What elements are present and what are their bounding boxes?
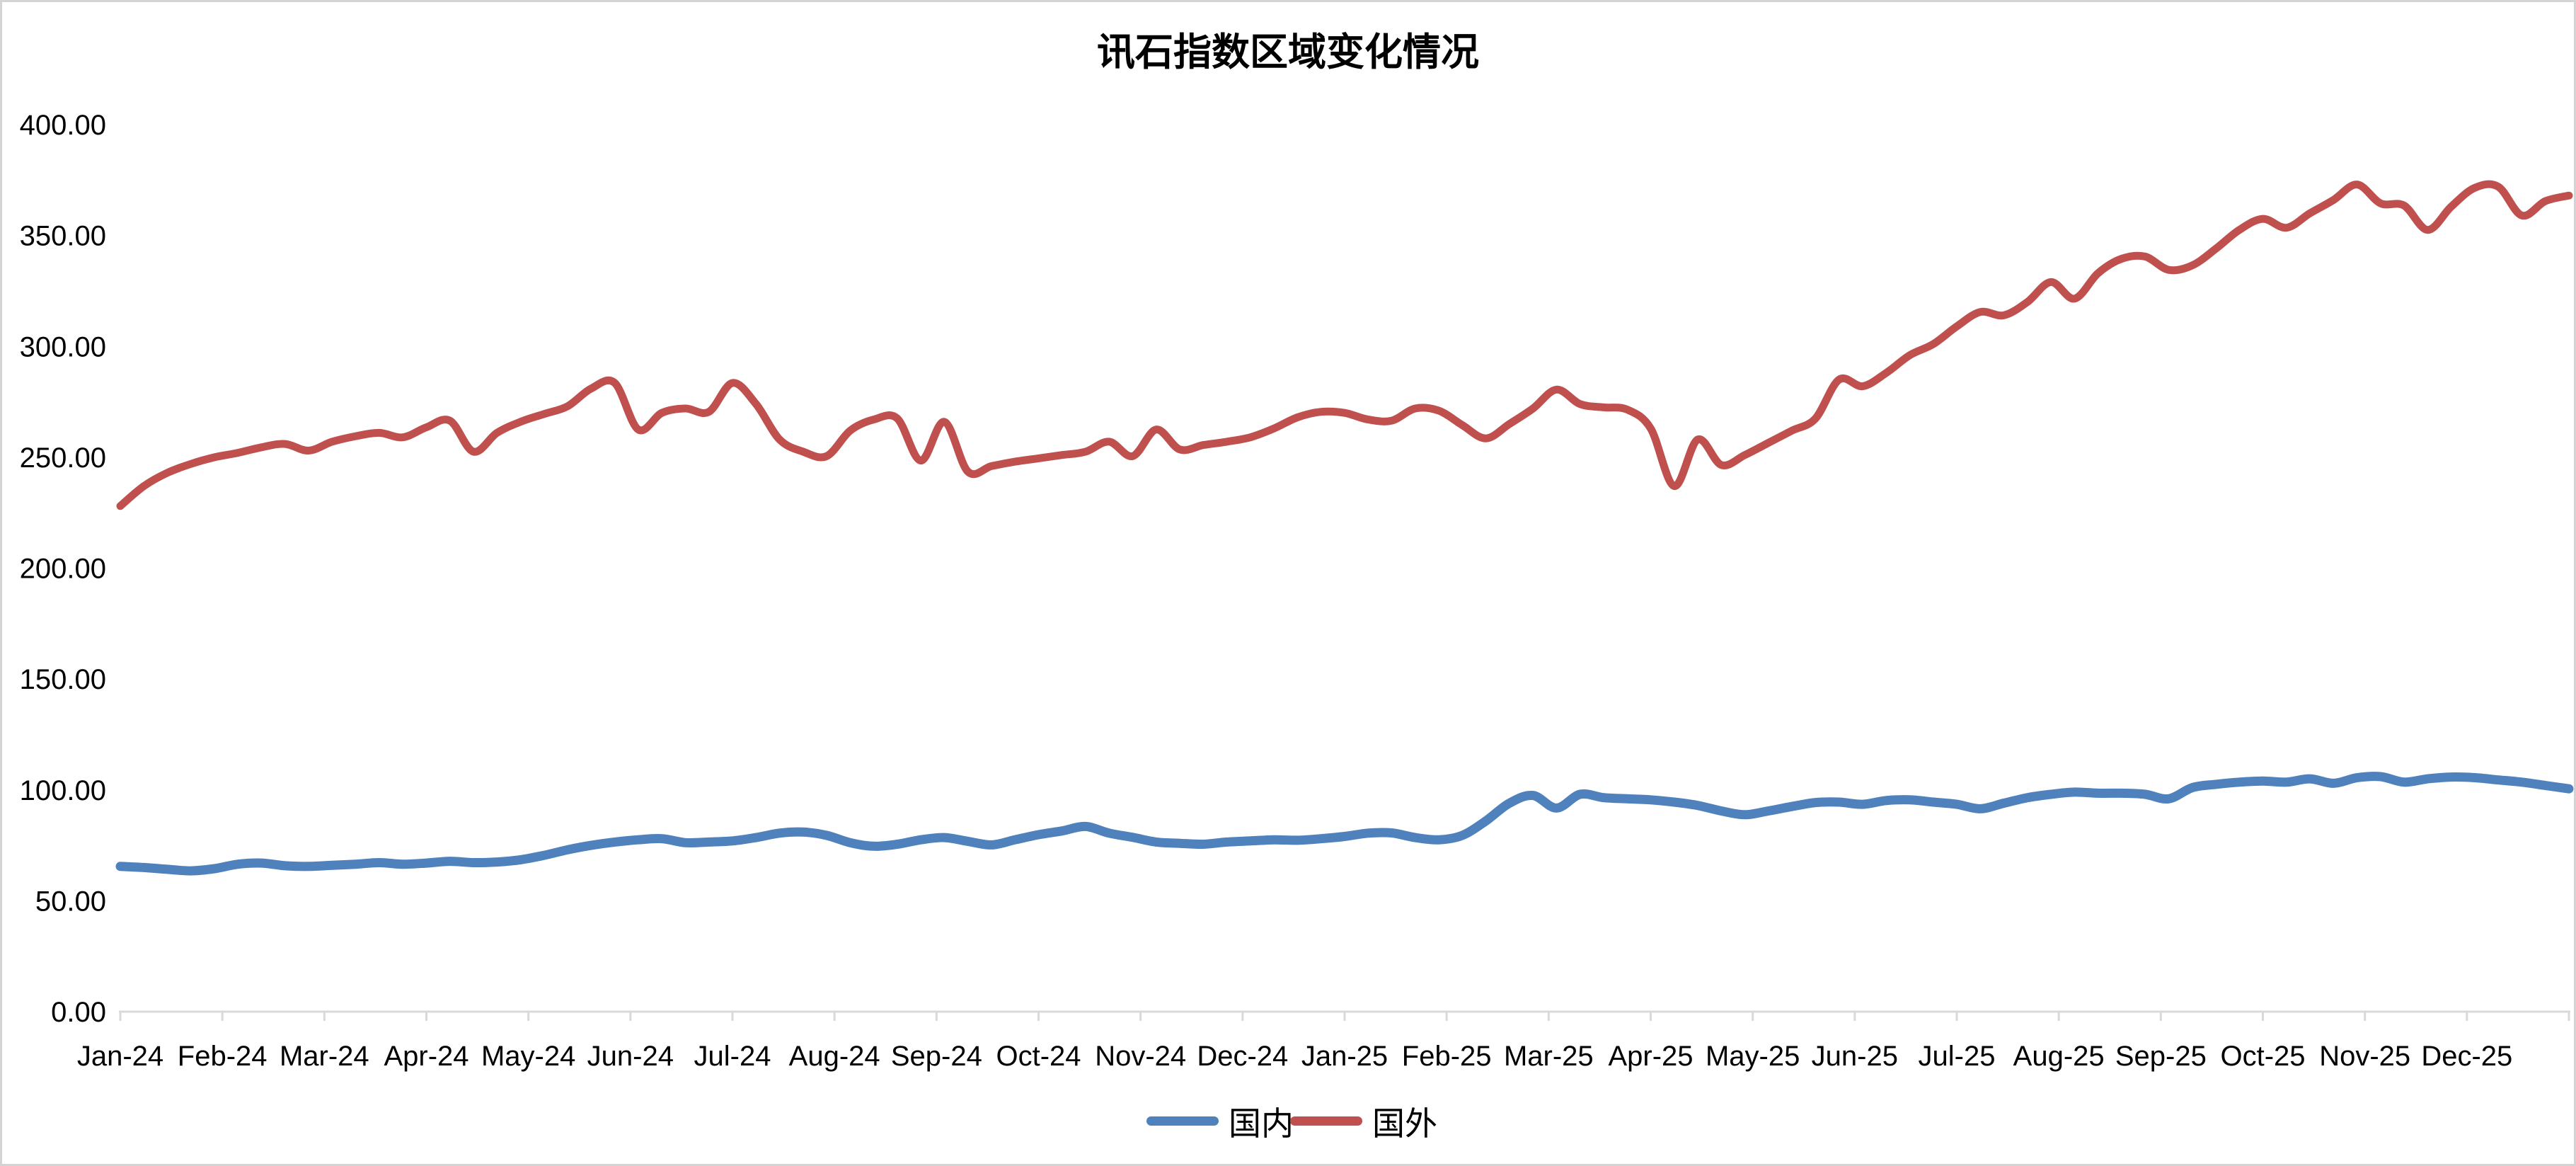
y-axis-labels: 400.00 350.00 300.00 250.00 200.00 150.00 100.… — [20, 110, 106, 1028]
legend-domestic-label: 国内 — [1229, 1104, 1294, 1143]
x-axis-label: Aug-25 — [2013, 1041, 2105, 1072]
x-axis-label: Oct-24 — [996, 1041, 1081, 1072]
x-axis-label: Jun-24 — [587, 1041, 674, 1072]
x-axis-label: Apr-24 — [384, 1041, 468, 1072]
x-axis-label: Jun-25 — [1812, 1041, 1898, 1072]
y-axis-tick-label: 100.00 — [20, 775, 106, 806]
x-axis: Jan-24 Feb-24 Mar-24 Apr-24 May-24 Jun-24 Jul-… — [77, 1010, 2570, 1072]
x-axis-label: Jan-25 — [1301, 1041, 1388, 1072]
legend-foreign-swatch — [1290, 1116, 1362, 1126]
domestic-line — [115, 772, 2574, 876]
x-axis-label: Mar-24 — [280, 1041, 369, 1072]
x-axis-label: Sep-25 — [2115, 1041, 2207, 1072]
y-axis-tick-label: 200.00 — [20, 554, 106, 585]
x-axis-label: Aug-24 — [789, 1041, 880, 1072]
chart-title: 讯石指数区域变化情况 — [1097, 29, 1479, 74]
legend-domestic-swatch — [1146, 1116, 1219, 1126]
y-axis-tick-label: 250.00 — [20, 442, 106, 474]
x-axis-label: Nov-25 — [2319, 1041, 2410, 1072]
legend: 国内 国外 — [1146, 1104, 1437, 1143]
y-axis-tick-label: 400.00 — [20, 110, 106, 141]
x-axis-label: Dec-25 — [2421, 1041, 2512, 1072]
x-axis-label: Jul-24 — [694, 1041, 771, 1072]
x-axis-label: May-25 — [1706, 1041, 1800, 1072]
x-axis-label: Jul-25 — [1919, 1041, 1996, 1072]
x-axis-label: May-24 — [481, 1041, 575, 1072]
foreign-line — [116, 180, 2573, 510]
y-axis-tick-label: 350.00 — [20, 221, 106, 252]
x-axis-label: Nov-24 — [1095, 1041, 1186, 1072]
y-axis-tick-label: 50.00 — [35, 886, 106, 917]
series-lines — [115, 180, 2574, 876]
x-axis-label: Mar-25 — [1504, 1041, 1594, 1072]
y-axis-tick-label: 300.00 — [20, 331, 106, 362]
x-axis-label: Feb-24 — [178, 1041, 268, 1072]
x-axis-label: Oct-25 — [2220, 1041, 2305, 1072]
x-axis-label: Feb-25 — [1402, 1041, 1492, 1072]
legend-foreign-label: 国外 — [1372, 1104, 1437, 1143]
x-axis-label: Jan-24 — [77, 1041, 163, 1072]
x-axis-label: Sep-24 — [891, 1041, 982, 1072]
x-axis-label: Dec-24 — [1197, 1041, 1288, 1072]
x-axis-label: Apr-25 — [1608, 1041, 1693, 1072]
y-axis-tick-label: 0.00 — [51, 997, 106, 1028]
y-axis-tick-label: 150.00 — [20, 664, 106, 695]
